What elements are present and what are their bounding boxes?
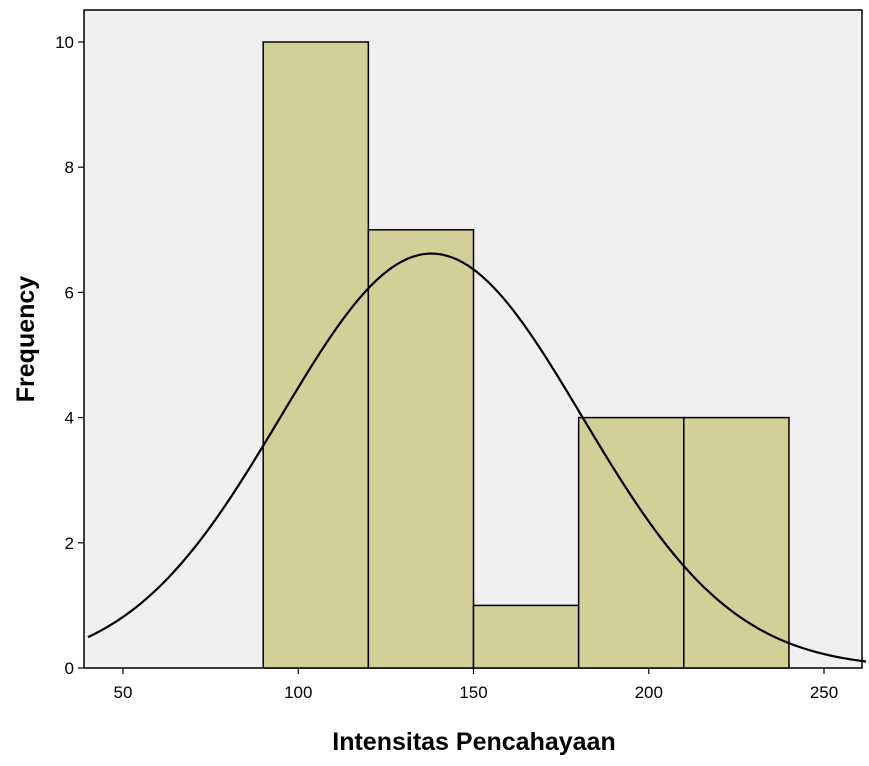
y-tick-label: 0 [65, 659, 74, 678]
histogram-bar [472, 604, 580, 669]
y-tick-label: 10 [55, 33, 74, 52]
x-tick-label: 100 [284, 683, 312, 702]
x-tick-label: 150 [459, 683, 487, 702]
histogram-bar [262, 41, 370, 669]
x-tick-label: 250 [810, 683, 838, 702]
x-axis-title: Intensitas Pencahayaan [332, 728, 615, 756]
y-tick-label: 8 [65, 158, 74, 177]
y-tick-label: 4 [65, 409, 74, 428]
x-tick-label: 200 [635, 683, 663, 702]
histogram-bar [577, 416, 685, 669]
normal-curve [87, 252, 867, 663]
histogram-bar [683, 416, 790, 669]
y-axis-title: Frequency [12, 276, 40, 403]
histogram-bar [367, 229, 475, 669]
y-tick-label: 6 [65, 283, 74, 302]
y-tick-label: 2 [65, 534, 74, 553]
x-tick-label: 50 [114, 683, 133, 702]
